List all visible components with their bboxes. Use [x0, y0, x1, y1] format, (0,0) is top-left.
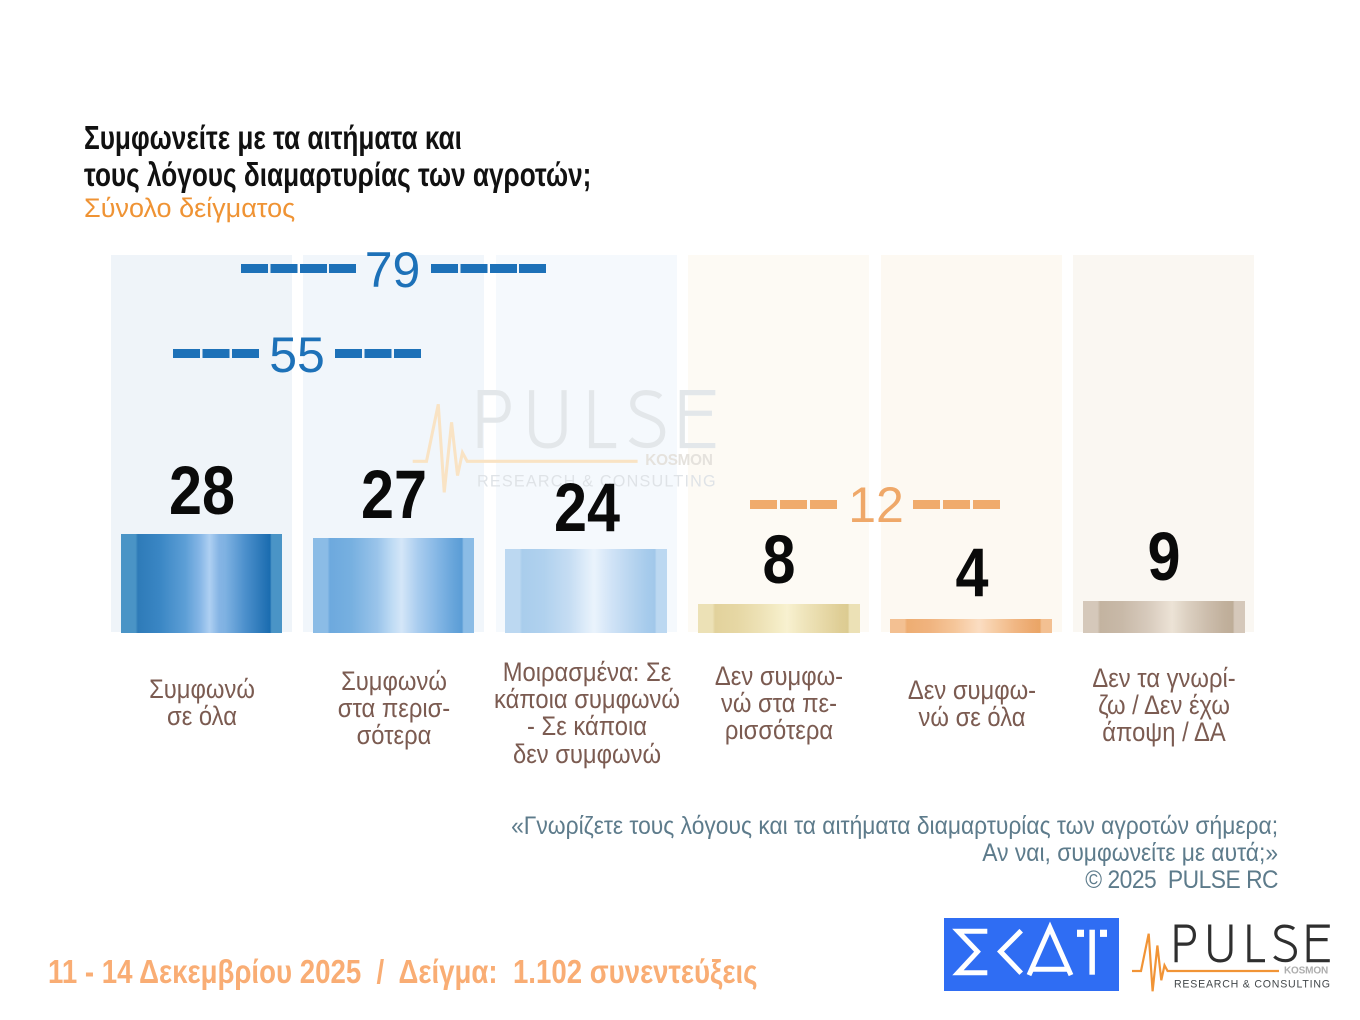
svg-text:KOSMON: KOSMON [645, 452, 714, 469]
svg-text:RESEARCH & CONSULTING: RESEARCH & CONSULTING [477, 472, 716, 490]
svg-text:KOSMON: KOSMON [1284, 966, 1329, 977]
svg-text:RESEARCH & CONSULTING: RESEARCH & CONSULTING [1174, 979, 1330, 991]
